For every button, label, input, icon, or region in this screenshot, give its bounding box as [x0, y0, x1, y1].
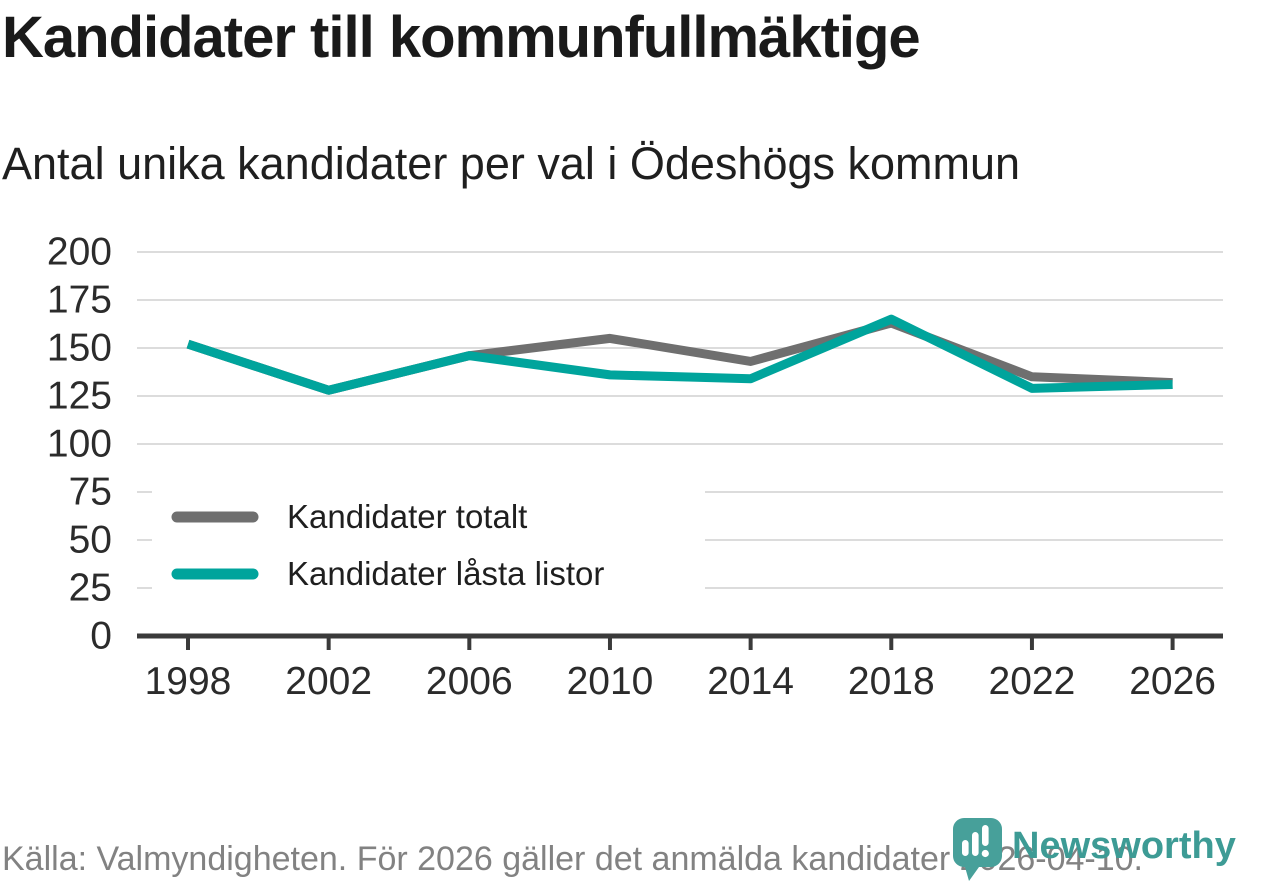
newsworthy-logo: Newsworthy [953, 818, 1236, 881]
legend-label: Kandidater totalt [287, 498, 527, 535]
y-tick-label: 200 [47, 231, 112, 274]
x-tick-label: 2026 [1129, 660, 1216, 703]
y-tick-label: 125 [47, 375, 112, 418]
y-tick-label: 50 [69, 519, 112, 562]
y-tick-label: 150 [47, 327, 112, 370]
chart-title: Kandidater till kommunfullmäktige [2, 5, 921, 70]
bar-chart-icon [962, 825, 989, 858]
x-tick-label: 2022 [989, 660, 1076, 703]
series-line-kandidater-l-sta-listor [186, 314, 1173, 395]
x-tick-label: 1998 [145, 660, 232, 703]
y-tick-label: 175 [47, 279, 112, 322]
x-tick-label: 2014 [707, 660, 794, 703]
line-chart: 0 25 50 75 100 125 150 175 200 1998 2002 2006 2010 20… [47, 231, 1223, 703]
chart-subtitle: Antal unika kandidater per val i Ödeshög… [2, 138, 1021, 189]
x-tick-label: 2006 [426, 660, 513, 703]
y-tick-label: 25 [69, 567, 112, 610]
y-tick-label: 0 [90, 615, 112, 658]
x-tick-label: 2002 [285, 660, 372, 703]
y-tick-label: 100 [47, 423, 112, 466]
x-tick-label: 2018 [848, 660, 935, 703]
x-tick-label: 2010 [567, 660, 654, 703]
logo-wordmark: Newsworthy [1012, 825, 1236, 867]
y-tick-label: 75 [69, 471, 112, 514]
source-note: Källa: Valmyndigheten. För 2026 gäller d… [2, 840, 1143, 878]
legend-background [152, 475, 705, 605]
legend-label: Kandidater låsta listor [287, 555, 604, 592]
